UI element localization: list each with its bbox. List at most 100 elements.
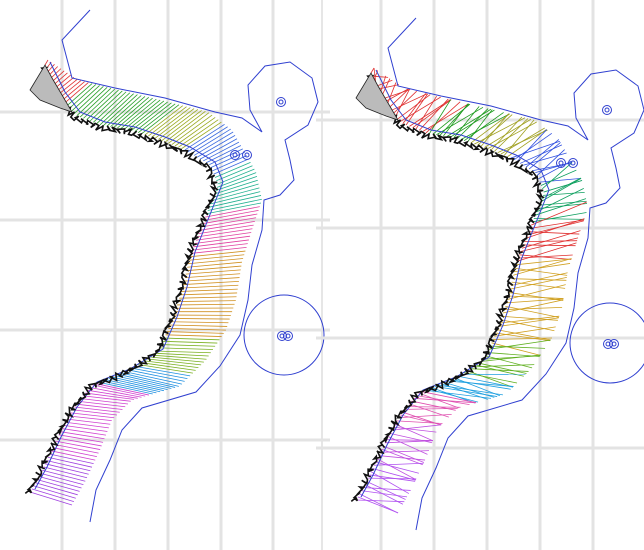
transect bbox=[65, 421, 109, 429]
transect bbox=[89, 387, 142, 398]
transect bbox=[58, 434, 104, 443]
transect bbox=[541, 177, 582, 200]
transect bbox=[74, 406, 120, 413]
transect bbox=[422, 103, 469, 132]
transect bbox=[451, 379, 511, 390]
transect bbox=[472, 364, 535, 368]
boundary bbox=[61, 9, 319, 523]
transect bbox=[386, 82, 397, 105]
transect bbox=[162, 340, 218, 344]
transect bbox=[543, 191, 585, 196]
transect bbox=[500, 127, 545, 155]
coastline bbox=[350, 74, 545, 503]
transect bbox=[502, 299, 564, 314]
transect bbox=[81, 398, 129, 405]
transect bbox=[110, 96, 146, 128]
transect bbox=[186, 265, 242, 272]
marker bbox=[276, 97, 286, 107]
transect bbox=[141, 104, 180, 135]
transect bbox=[395, 89, 410, 117]
transect bbox=[367, 477, 417, 480]
transect bbox=[375, 461, 419, 474]
transect bbox=[203, 209, 259, 221]
transect bbox=[543, 180, 583, 193]
transect bbox=[514, 267, 568, 276]
transect bbox=[457, 108, 489, 139]
transect bbox=[415, 95, 438, 130]
transect bbox=[383, 89, 411, 99]
transect bbox=[199, 138, 238, 160]
transect bbox=[481, 354, 541, 362]
transect bbox=[525, 139, 560, 168]
transect bbox=[505, 305, 559, 318]
transect bbox=[115, 375, 172, 389]
boundary bbox=[387, 17, 644, 531]
transect bbox=[212, 183, 259, 198]
transect bbox=[184, 273, 241, 279]
transect bbox=[179, 296, 237, 299]
transect bbox=[164, 111, 206, 143]
transect bbox=[494, 118, 529, 152]
transect bbox=[93, 91, 127, 123]
transect bbox=[151, 107, 191, 138]
transect bbox=[149, 356, 204, 363]
transect bbox=[106, 95, 142, 127]
transect bbox=[57, 437, 102, 447]
transect bbox=[182, 284, 239, 289]
transect bbox=[402, 93, 427, 124]
transect bbox=[83, 88, 116, 119]
transect bbox=[210, 191, 261, 205]
marker bbox=[244, 152, 250, 158]
transect bbox=[386, 439, 433, 441]
transect bbox=[54, 72, 68, 85]
transect bbox=[510, 140, 561, 159]
transect bbox=[120, 98, 157, 129]
transect bbox=[382, 445, 425, 463]
transect bbox=[78, 401, 126, 408]
transect bbox=[394, 423, 434, 442]
transect bbox=[62, 428, 107, 436]
transect bbox=[127, 100, 165, 130]
transect bbox=[478, 362, 527, 374]
transect bbox=[181, 288, 238, 292]
transect bbox=[366, 480, 406, 500]
transect bbox=[122, 372, 179, 387]
transect bbox=[43, 466, 88, 479]
transect bbox=[389, 88, 409, 108]
transect bbox=[524, 240, 578, 243]
transect bbox=[76, 87, 108, 117]
transect bbox=[211, 187, 260, 201]
transect bbox=[185, 269, 241, 275]
transect bbox=[190, 246, 247, 254]
transect bbox=[376, 458, 417, 480]
transect bbox=[213, 158, 249, 175]
transect bbox=[378, 84, 400, 90]
transect bbox=[494, 326, 556, 337]
transect bbox=[384, 440, 433, 444]
transect bbox=[128, 369, 185, 382]
transect bbox=[510, 272, 568, 287]
transect bbox=[428, 388, 479, 403]
transect bbox=[35, 482, 78, 496]
transect bbox=[355, 499, 405, 503]
transect bbox=[202, 213, 258, 225]
transect bbox=[361, 490, 408, 498]
transect bbox=[498, 317, 559, 327]
transect bbox=[89, 90, 123, 122]
transect bbox=[164, 337, 220, 341]
transect bbox=[484, 118, 532, 148]
transect bbox=[357, 496, 399, 514]
transect bbox=[140, 362, 196, 371]
transect bbox=[396, 420, 443, 424]
transect bbox=[217, 168, 255, 185]
transect bbox=[102, 380, 157, 394]
transect bbox=[373, 67, 377, 83]
transect bbox=[513, 263, 571, 273]
transect bbox=[513, 258, 572, 276]
transect bbox=[504, 306, 563, 310]
transect bbox=[528, 142, 561, 170]
transect bbox=[99, 93, 134, 126]
transect bbox=[73, 86, 104, 114]
transect bbox=[31, 488, 75, 502]
